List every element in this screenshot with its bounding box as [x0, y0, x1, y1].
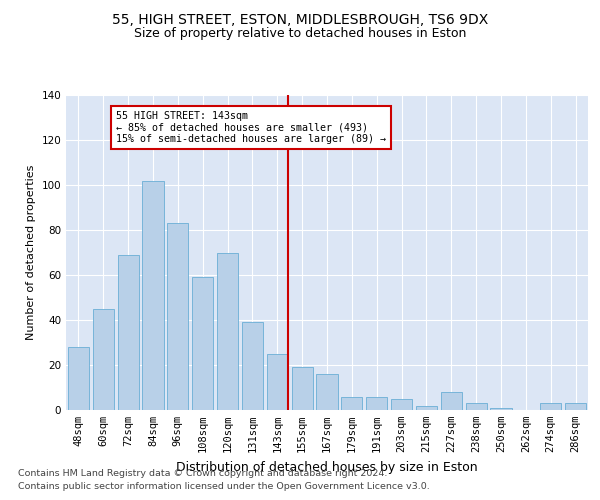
Bar — [366, 396, 387, 410]
Bar — [490, 408, 512, 410]
Bar — [565, 403, 586, 410]
Bar — [93, 308, 114, 410]
Bar — [391, 399, 412, 410]
Text: Contains HM Land Registry data © Crown copyright and database right 2024.: Contains HM Land Registry data © Crown c… — [18, 468, 388, 477]
Bar — [292, 367, 313, 410]
Bar — [416, 406, 437, 410]
Y-axis label: Number of detached properties: Number of detached properties — [26, 165, 36, 340]
Bar — [540, 403, 561, 410]
Bar — [217, 252, 238, 410]
X-axis label: Distribution of detached houses by size in Eston: Distribution of detached houses by size … — [176, 460, 478, 473]
Bar — [118, 255, 139, 410]
Text: 55, HIGH STREET, ESTON, MIDDLESBROUGH, TS6 9DX: 55, HIGH STREET, ESTON, MIDDLESBROUGH, T… — [112, 12, 488, 26]
Bar — [466, 403, 487, 410]
Bar — [441, 392, 462, 410]
Bar — [68, 347, 89, 410]
Bar — [167, 223, 188, 410]
Text: Contains public sector information licensed under the Open Government Licence v3: Contains public sector information licen… — [18, 482, 430, 491]
Text: 55 HIGH STREET: 143sqm
← 85% of detached houses are smaller (493)
15% of semi-de: 55 HIGH STREET: 143sqm ← 85% of detached… — [116, 111, 386, 144]
Bar — [142, 180, 164, 410]
Bar — [316, 374, 338, 410]
Bar — [192, 277, 213, 410]
Bar — [341, 396, 362, 410]
Bar — [242, 322, 263, 410]
Text: Size of property relative to detached houses in Eston: Size of property relative to detached ho… — [134, 28, 466, 40]
Bar — [267, 354, 288, 410]
